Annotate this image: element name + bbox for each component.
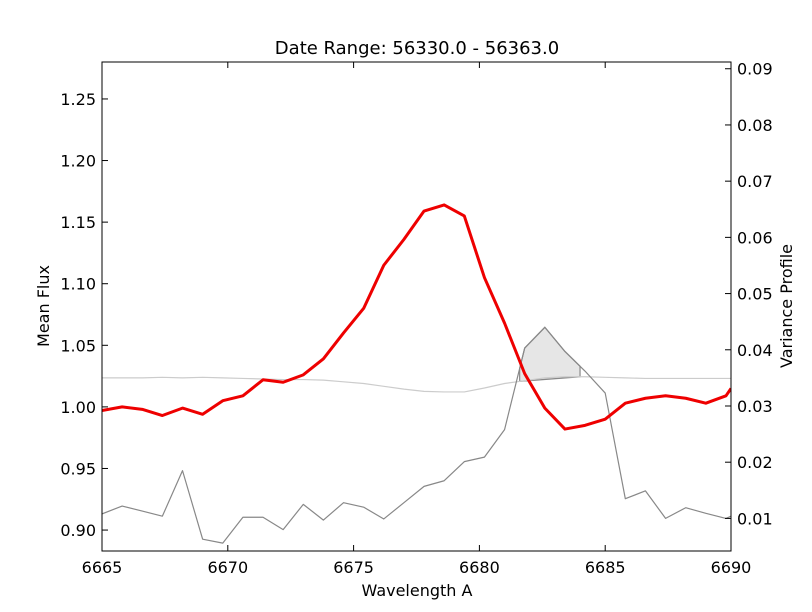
y-axis-right: 0.01 0.02 0.03 0.04 0.05 0.06 0.07 0.08 0.09 — [725, 60, 773, 528]
plot-series — [102, 203, 731, 544]
x-tick-label: 6685 — [585, 558, 626, 577]
y-left-tick-label: 0.90 — [60, 521, 96, 540]
y-right-tick-label: 0.01 — [737, 509, 773, 528]
y-right-tick-label: 0.08 — [737, 116, 773, 135]
y-right-tick-label: 0.03 — [737, 397, 773, 416]
y-left-tick-label: 1.25 — [60, 90, 96, 109]
x-axis: 6665 6670 6675 6680 6685 6690 — [82, 62, 752, 577]
y-left-tick-label: 1.05 — [60, 336, 96, 355]
mean-flux-line — [102, 203, 731, 431]
y-right-tick-label: 0.07 — [737, 172, 773, 191]
plot-area — [102, 203, 731, 544]
plot-frame — [101, 61, 732, 552]
y-left-tick-label: 1.15 — [60, 213, 96, 232]
y-right-tick-label: 0.05 — [737, 285, 773, 304]
x-tick-label: 6675 — [333, 558, 374, 577]
y-axis-left: 0.90 0.95 1.00 1.05 1.10 1.15 1.20 1.25 — [60, 90, 108, 540]
y-left-tick-label: 1.20 — [60, 152, 96, 171]
x-axis-label: Wavelength A — [362, 581, 473, 600]
y-axis-right-label: Variance Profile — [777, 244, 796, 368]
y-left-tick-label: 0.95 — [60, 459, 96, 478]
x-tick-label: 6680 — [459, 558, 500, 577]
y-right-tick-label: 0.02 — [737, 453, 773, 472]
chart-title: Date Range: 56330.0 - 56363.0 — [275, 38, 559, 59]
y-right-tick-label: 0.06 — [737, 228, 773, 247]
y-right-tick-label: 0.09 — [737, 60, 773, 79]
y-left-tick-label: 1.10 — [60, 275, 96, 294]
y-right-tick-label: 0.04 — [737, 341, 773, 360]
y-axis-left-label: Mean Flux — [34, 265, 53, 347]
x-tick-label: 6665 — [82, 558, 123, 577]
variance-profile-line — [102, 326, 731, 544]
reference-variance-line — [102, 376, 731, 393]
y-left-tick-label: 1.00 — [60, 398, 96, 417]
x-tick-label: 6670 — [207, 558, 248, 577]
x-tick-label: 6690 — [711, 558, 752, 577]
